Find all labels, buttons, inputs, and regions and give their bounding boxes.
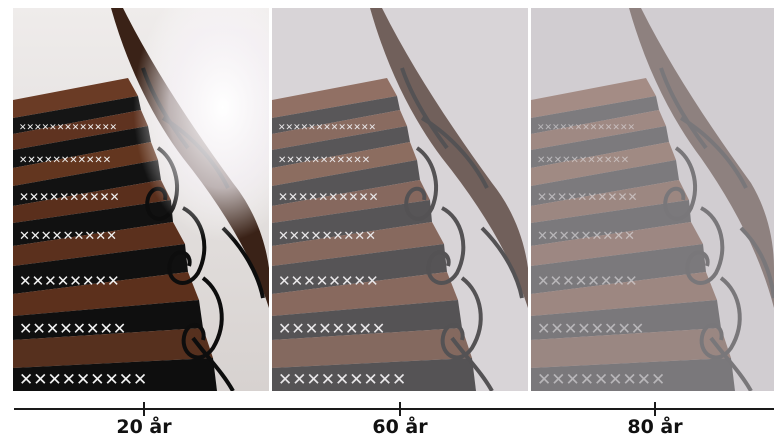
age-timeline: 20 år 60 år 80 år: [0, 400, 774, 442]
age-haze-overlay: [272, 8, 528, 391]
photo-panel-60-years: ✕✕✕✕✕✕✕✕✕✕✕✕✕ ✕✕✕✕✕✕✕✕✕✕✕ ✕✕✕✕✕✕✕✕✕✕ ✕✕✕…: [272, 8, 528, 391]
svg-text:✕✕✕✕✕✕✕✕✕: ✕✕✕✕✕✕✕✕✕: [278, 229, 376, 244]
svg-text:✕✕✕✕✕✕✕✕: ✕✕✕✕✕✕✕✕: [278, 319, 385, 338]
timeline-tick-80: [654, 402, 656, 416]
timeline-label-80: 80 år: [627, 416, 683, 438]
svg-text:✕✕✕✕✕✕✕✕✕✕: ✕✕✕✕✕✕✕✕✕✕: [278, 190, 379, 204]
svg-text:✕✕✕✕✕✕✕✕: ✕✕✕✕✕✕✕✕: [278, 272, 379, 290]
timeline-axis: [14, 408, 774, 410]
photo-panel-80-years: ✕✕✕✕✕✕✕✕✕✕✕✕✕ ✕✕✕✕✕✕✕✕✕✕✕ ✕✕✕✕✕✕✕✕✕✕ ✕✕✕…: [531, 8, 774, 391]
photo-panel-20-years: ✕✕✕✕✕✕✕✕✕✕✕✕✕ ✕✕✕✕✕✕✕✕✕✕✕ ✕✕✕✕✕✕✕✕✕✕ ✕✕✕…: [13, 8, 269, 391]
staircase-illustration: ✕✕✕✕✕✕✕✕✕✕✕✕✕ ✕✕✕✕✕✕✕✕✕✕✕ ✕✕✕✕✕✕✕✕✕✕ ✕✕✕…: [272, 8, 528, 391]
svg-text:✕✕✕✕✕✕✕✕✕: ✕✕✕✕✕✕✕✕✕: [278, 370, 406, 390]
staircase-illustration: ✕✕✕✕✕✕✕✕✕✕✕✕✕ ✕✕✕✕✕✕✕✕✕✕✕ ✕✕✕✕✕✕✕✕✕✕ ✕✕✕…: [13, 8, 269, 391]
svg-text:✕✕✕✕✕✕✕✕✕✕✕: ✕✕✕✕✕✕✕✕✕✕✕: [278, 155, 370, 166]
timeline-label-60: 60 år: [372, 416, 428, 438]
timeline-tick-60: [399, 402, 401, 416]
timeline-label-20: 20 år: [116, 416, 172, 438]
svg-text:✕✕✕✕✕✕✕✕✕✕✕✕✕: ✕✕✕✕✕✕✕✕✕✕✕✕✕: [278, 123, 376, 133]
age-haze-overlay: [531, 8, 774, 391]
timeline-tick-20: [143, 402, 145, 416]
staircase-illustration: ✕✕✕✕✕✕✕✕✕✕✕✕✕ ✕✕✕✕✕✕✕✕✕✕✕ ✕✕✕✕✕✕✕✕✕✕ ✕✕✕…: [531, 8, 774, 391]
